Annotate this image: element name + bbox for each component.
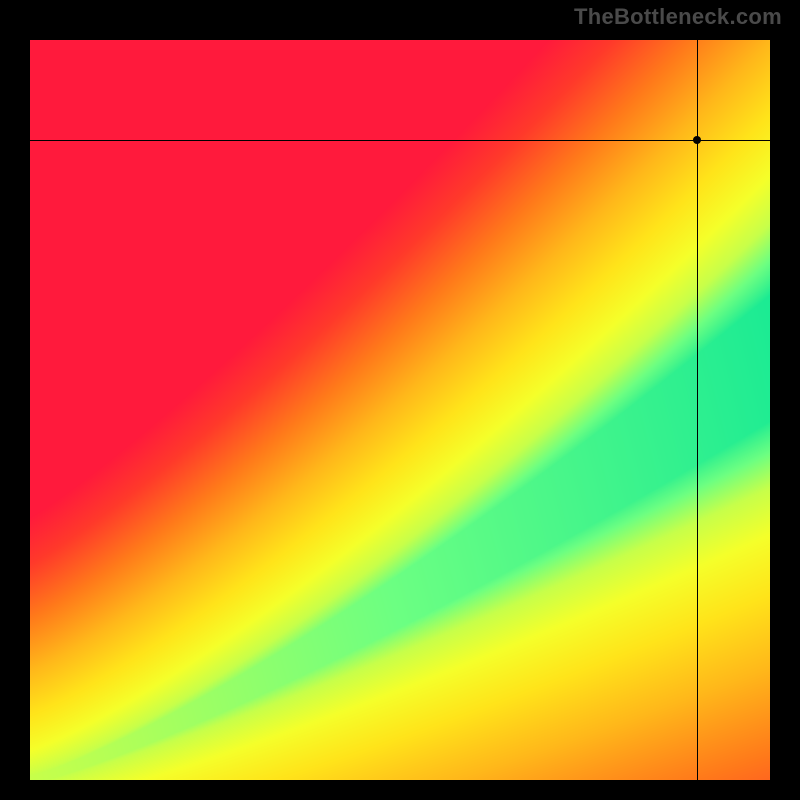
figure-root: TheBottleneck.com [0, 0, 800, 800]
watermark-text: TheBottleneck.com [574, 4, 782, 30]
bottleneck-heatmap [30, 40, 770, 780]
